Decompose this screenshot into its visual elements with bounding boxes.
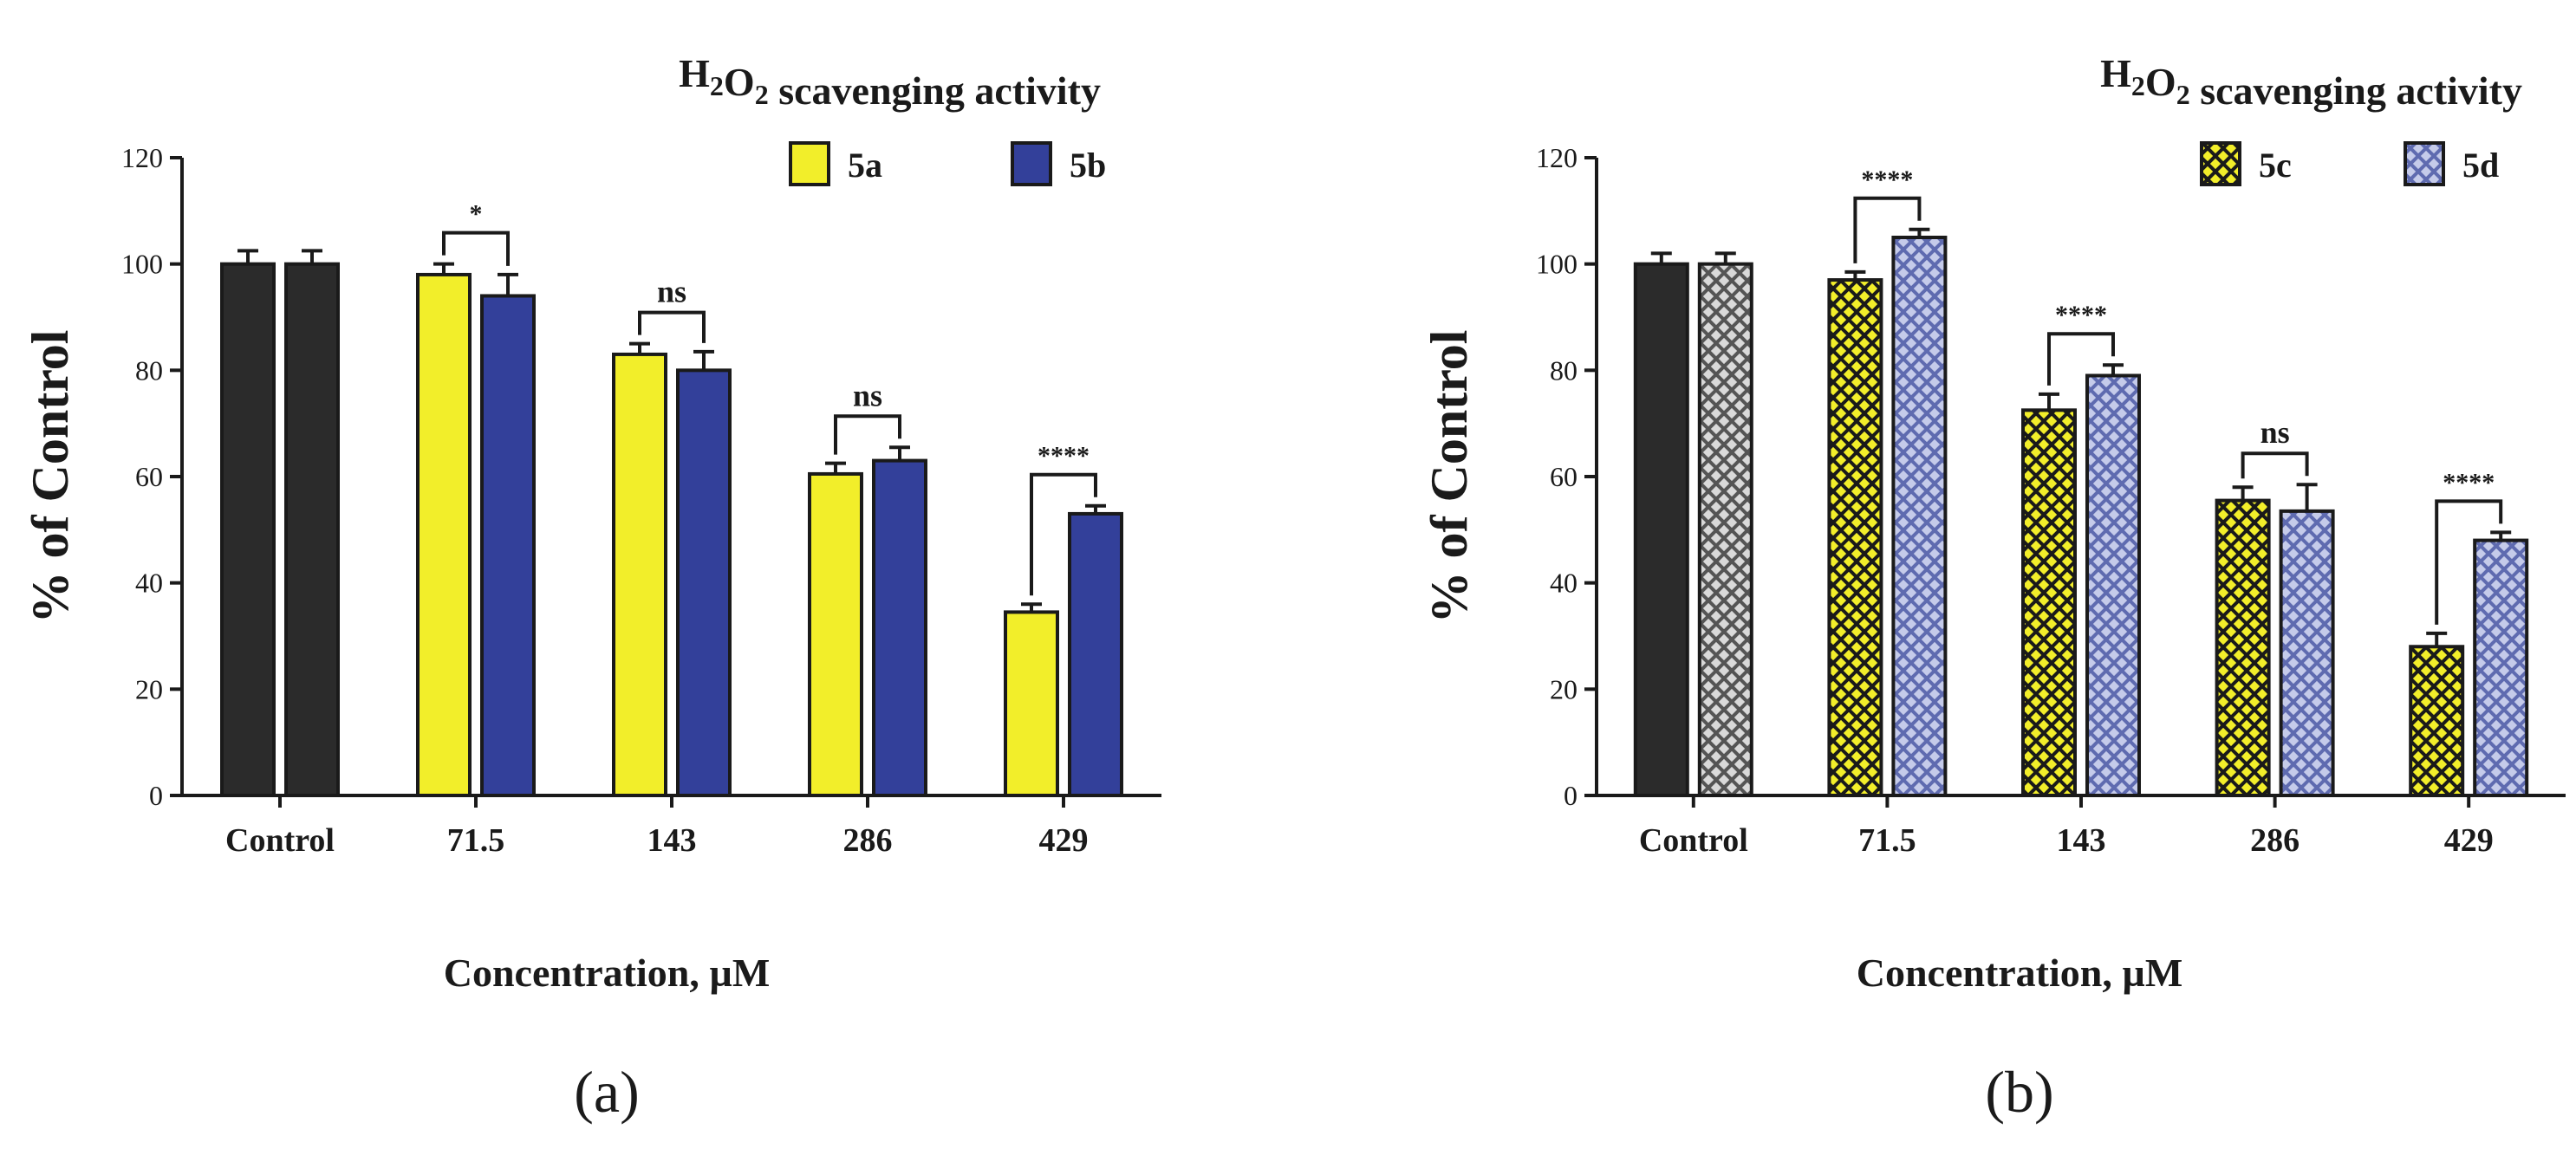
title-text: H (679, 51, 710, 95)
bar-5d-286 (2279, 509, 2335, 797)
chart-panel-b: H2O2 scavenging activity020406080100120%… (1421, 51, 2566, 1125)
bar-5c-71.5 (1827, 278, 1883, 798)
significance-bracket (2435, 499, 2503, 625)
y-tick-label: 60 (135, 461, 163, 492)
bar-5a-429 (1004, 610, 1059, 798)
title-subscript: 2 (2176, 79, 2190, 110)
bar-5c-429 (2409, 645, 2465, 797)
significance-label: ns (657, 275, 686, 309)
significance-bracket (1853, 196, 1922, 263)
legend-swatch-5b (1011, 141, 1052, 186)
significance-label: **** (2055, 301, 2107, 329)
significance-bracket (2241, 451, 2309, 479)
y-tick-label: 60 (1550, 461, 1577, 492)
bar-5d-143 (2085, 373, 2141, 797)
y-tick-label: 40 (1550, 568, 1577, 599)
y-tick-label: 120 (1536, 142, 1577, 173)
x-tick-label: 71.5 (1858, 822, 1916, 859)
significance-label: ns (2261, 415, 2290, 450)
title-text: O (2145, 60, 2176, 104)
bar-5b-Control (284, 262, 340, 797)
title-subscript: 2 (2131, 70, 2145, 101)
chart-title: H2O2 scavenging activity (2100, 51, 2522, 113)
significance-bracket (834, 414, 901, 455)
x-tick-label: 143 (647, 822, 697, 859)
bar-5c-286 (2215, 498, 2271, 797)
x-tick-label: 71.5 (447, 822, 505, 859)
y-tick-label: 100 (1536, 249, 1577, 280)
bar-5d-429 (2473, 538, 2529, 797)
significance-bracket (442, 230, 510, 266)
x-tick-label: 286 (843, 822, 893, 859)
y-axis-label: % of Control (1421, 330, 1478, 624)
y-tick-label: 20 (135, 673, 163, 704)
y-tick-label: 120 (121, 142, 163, 173)
x-axis-label: Concentration, µM (1857, 951, 2183, 995)
y-tick-label: 20 (1550, 673, 1577, 704)
legend-swatch-5d (2404, 141, 2445, 186)
significance-label: **** (1861, 166, 1913, 194)
bar-5a-Control (220, 262, 276, 797)
y-tick-label: 80 (135, 354, 163, 386)
x-tick-label: 143 (2057, 822, 2106, 859)
bar-5d-71.5 (1891, 236, 1948, 797)
y-tick-label: 0 (1564, 780, 1577, 811)
significance-bracket (2047, 332, 2115, 386)
bar-5c-Control (1633, 262, 1689, 797)
bar-5a-286 (808, 471, 863, 798)
title-subscript: 2 (755, 79, 769, 110)
title-text: scavenging activity (2190, 68, 2522, 113)
x-axis-label: Concentration, µM (444, 951, 771, 995)
bar-5d-Control (1697, 262, 1753, 797)
significance-label: ns (853, 378, 882, 412)
bar-5b-71.5 (480, 294, 536, 797)
legend-label-5a: 5a (848, 146, 882, 185)
y-tick-label: 100 (121, 249, 163, 280)
legend-label-5b: 5b (1070, 146, 1106, 185)
y-tick-label: 80 (1550, 354, 1577, 386)
y-axis-label: % of Control (22, 330, 79, 624)
bar-5b-429 (1068, 511, 1123, 798)
legend-swatch-5a (789, 141, 830, 186)
x-tick-label: 429 (1039, 822, 1089, 859)
bar-5b-286 (872, 458, 927, 797)
significance-bracket (1030, 472, 1097, 596)
x-tick-label: Control (225, 822, 335, 859)
bar-5c-143 (2021, 408, 2077, 797)
significance-label: **** (2443, 468, 2495, 497)
chart-panel-a: H2O2 scavenging activity020406080100120%… (22, 51, 1161, 1125)
title-subscript: 2 (710, 70, 724, 101)
panel-label: (b) (1985, 1059, 2053, 1125)
bar-5b-143 (676, 368, 732, 797)
x-tick-label: Control (1639, 822, 1748, 859)
legend-label-5d: 5d (2462, 146, 2499, 185)
y-tick-label: 0 (149, 780, 163, 811)
significance-label: * (470, 200, 483, 229)
legend-label-5c: 5c (2259, 146, 2292, 185)
x-tick-label: 429 (2444, 822, 2494, 859)
title-text: O (724, 60, 755, 104)
title-text: H (2100, 51, 2131, 95)
bar-5a-71.5 (416, 272, 472, 797)
bar-5a-143 (612, 352, 667, 797)
title-text: scavenging activity (769, 68, 1101, 113)
y-tick-label: 40 (135, 568, 163, 599)
significance-bracket (638, 310, 706, 343)
panel-label: (a) (574, 1059, 639, 1125)
significance-label: **** (1038, 442, 1090, 471)
legend-swatch-5c (2200, 141, 2241, 186)
x-tick-label: 286 (2250, 822, 2300, 859)
chart-title: H2O2 scavenging activity (679, 51, 1101, 113)
